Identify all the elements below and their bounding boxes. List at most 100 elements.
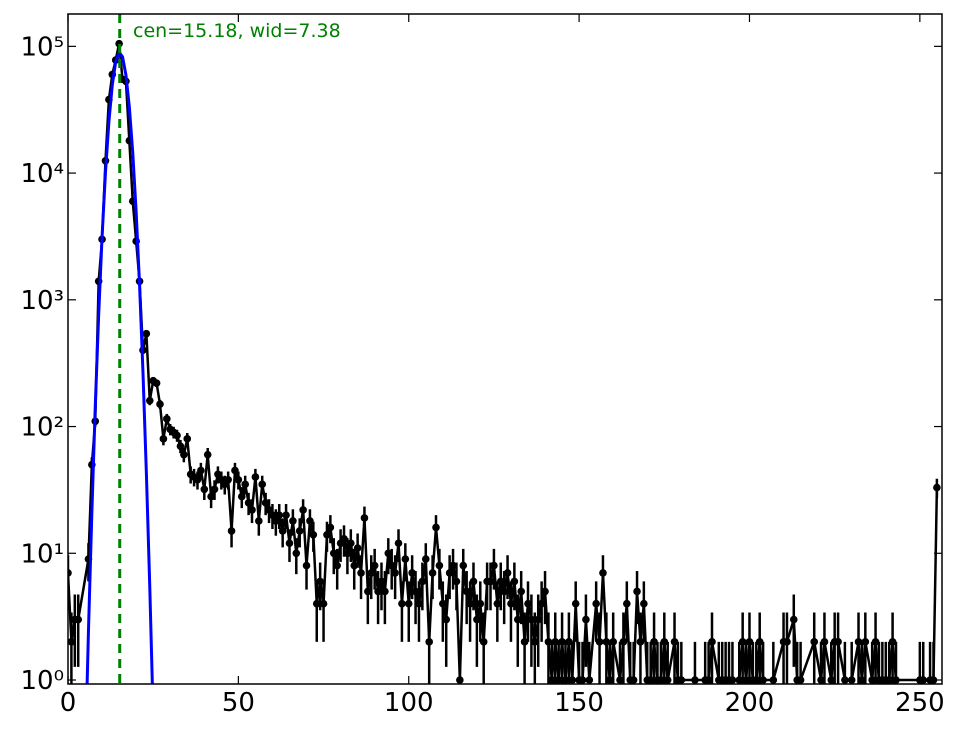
- data-point: [847, 676, 856, 684]
- data-point: [578, 676, 587, 684]
- data-point: [197, 466, 205, 475]
- data-point: [207, 492, 215, 501]
- data-point: [357, 569, 365, 577]
- data-point: [650, 638, 658, 646]
- data-point: [524, 599, 532, 608]
- data-point: [755, 638, 764, 646]
- data-point: [599, 569, 607, 577]
- data-point: [595, 638, 604, 646]
- data-point: [810, 638, 819, 646]
- data-point: [231, 466, 239, 475]
- data-point: [558, 638, 566, 646]
- data-point: [282, 511, 290, 519]
- data-point: [462, 587, 471, 596]
- data-point: [561, 676, 570, 684]
- data-point: [360, 514, 369, 522]
- data-point: [820, 638, 829, 646]
- x-tick-label: 100: [384, 688, 434, 718]
- data-point: [394, 539, 403, 548]
- data-point: [156, 400, 164, 409]
- data-point: [68, 569, 72, 577]
- data-point: [752, 676, 761, 684]
- data-point: [285, 539, 294, 548]
- data-point: [861, 638, 870, 646]
- data-point: [200, 485, 209, 494]
- data-point: [176, 442, 185, 450]
- data-point: [582, 615, 590, 624]
- data-point: [224, 475, 232, 484]
- data-point: [728, 676, 737, 684]
- data-point: [888, 638, 897, 646]
- data-point: [459, 561, 468, 570]
- data-point: [442, 615, 451, 624]
- y-tick-label: 10⁰: [20, 666, 64, 696]
- data-point: [500, 587, 508, 596]
- data-point: [704, 676, 713, 684]
- data-point: [159, 435, 168, 443]
- data-point: [663, 676, 672, 684]
- data-point: [248, 506, 256, 514]
- data-point: [834, 638, 842, 646]
- data-point: [251, 473, 260, 481]
- data-point: [152, 379, 161, 387]
- data-point: [272, 517, 280, 525]
- data-point: [493, 599, 502, 608]
- data-point: [929, 676, 938, 684]
- data-point: [227, 527, 236, 535]
- data-point: [551, 638, 560, 646]
- data-point: [473, 615, 481, 624]
- data-point: [827, 676, 836, 684]
- data-point: [210, 485, 219, 494]
- data-point: [173, 431, 181, 440]
- data-point: [237, 492, 246, 501]
- data-point: [319, 599, 328, 608]
- data-point: [367, 569, 376, 577]
- data-point: [377, 577, 386, 586]
- data-point: [326, 523, 335, 532]
- data-point: [193, 475, 202, 484]
- data-point: [616, 676, 624, 684]
- data-point: [387, 561, 396, 570]
- x-tick-label: 150: [554, 688, 604, 718]
- data-point: [432, 523, 440, 532]
- x-tick-label: 200: [725, 688, 775, 718]
- data-point: [565, 638, 573, 646]
- data-point: [289, 517, 297, 525]
- data-point: [933, 483, 941, 492]
- data-point: [490, 561, 498, 570]
- data-point: [415, 599, 423, 608]
- y-tick-label: 10³: [20, 286, 64, 316]
- data-point: [571, 599, 580, 608]
- data-point: [479, 638, 488, 646]
- data-point: [605, 676, 614, 684]
- data-point: [142, 329, 151, 338]
- data-point: [759, 676, 767, 684]
- data-point: [609, 638, 617, 646]
- y-tick-label: 10¹: [20, 539, 64, 569]
- data-point: [708, 638, 716, 646]
- data-point: [74, 615, 83, 624]
- data-point: [854, 638, 863, 646]
- data-point: [435, 561, 444, 570]
- data-point: [329, 549, 338, 558]
- data-point: [629, 676, 638, 684]
- data-point: [503, 569, 512, 577]
- data-point: [425, 638, 433, 646]
- data-point: [316, 577, 324, 586]
- data-point: [145, 396, 154, 405]
- data-point: [531, 638, 539, 646]
- data-point: [892, 676, 900, 684]
- data-point: [391, 569, 399, 577]
- data-point: [255, 517, 263, 525]
- y-tick-label: 10²: [20, 413, 64, 443]
- annotation: cen=15.18, wid=7.38: [133, 20, 341, 42]
- data-point: [384, 549, 393, 558]
- data-point: [568, 676, 577, 684]
- data-point: [592, 599, 600, 608]
- data-point: [841, 676, 849, 684]
- data-point: [469, 577, 478, 586]
- data-point: [789, 615, 798, 624]
- data-point: [312, 599, 321, 608]
